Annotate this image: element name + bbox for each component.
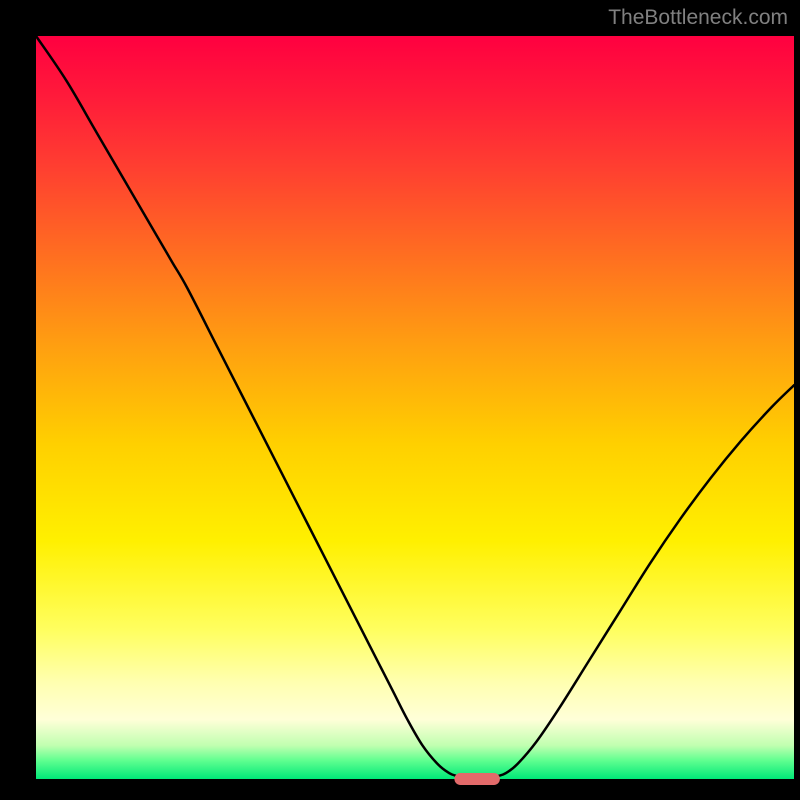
chart-container: TheBottleneck.com — [0, 0, 800, 800]
optimal-marker — [454, 773, 499, 785]
gradient-background — [36, 36, 794, 779]
watermark-text: TheBottleneck.com — [608, 6, 788, 30]
gradient-plot — [0, 0, 800, 800]
